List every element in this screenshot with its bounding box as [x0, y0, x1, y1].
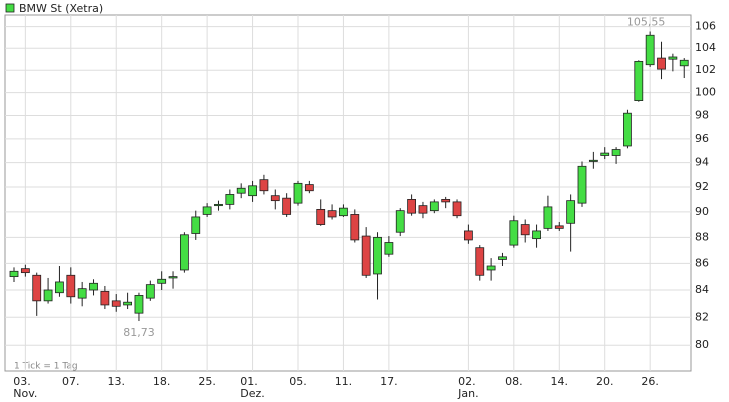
candle-body [225, 194, 235, 205]
legend-label: BMW St (Xetra) [19, 2, 103, 15]
candle-body [509, 220, 519, 246]
candle-body [123, 301, 132, 306]
candle-body [532, 230, 541, 240]
candle-body [463, 230, 473, 241]
candle-body [191, 216, 201, 234]
candle-body [179, 234, 189, 271]
candle-body [350, 214, 360, 241]
x-tick-label: 17. [380, 375, 398, 388]
candle-body [168, 276, 178, 279]
candle-body [543, 206, 553, 229]
candle-body [418, 205, 428, 214]
candle-body [214, 203, 223, 207]
x-tick-label: 05. [289, 375, 307, 388]
x-tick-label: 25. [198, 375, 216, 388]
candle-body [259, 179, 269, 192]
x-tick-label: 13. [107, 375, 125, 388]
x-tick-label: 08. [505, 375, 523, 388]
y-tick-label: 82 [695, 310, 709, 323]
footnote: 1 Tick = 1 Tag [14, 362, 78, 372]
candle-body [395, 210, 405, 233]
candle-body [384, 242, 394, 255]
candle-body [623, 112, 632, 147]
candle-body [429, 201, 439, 212]
candle-body [577, 165, 587, 204]
candle-body [407, 199, 417, 214]
legend-swatch [5, 3, 15, 13]
candle-body [293, 182, 303, 204]
x-tick-label: 02. Jan. [458, 375, 479, 400]
x-tick-label: 20. [595, 375, 614, 388]
candle-body [679, 59, 689, 67]
candle-body [157, 278, 167, 284]
candle-body [588, 159, 598, 162]
candle-body [282, 197, 292, 215]
y-tick-label: 98 [695, 109, 709, 122]
y-tick-label: 106 [695, 20, 716, 33]
candle-body [475, 247, 485, 276]
y-tick-label: 96 [695, 132, 709, 145]
candle-body [55, 281, 64, 294]
candle-body [236, 187, 246, 194]
candle-body [554, 225, 564, 229]
candle-body [9, 270, 19, 278]
candle-body [339, 207, 348, 217]
candle-body [316, 208, 326, 225]
candle-body [248, 185, 257, 197]
candle-body [600, 152, 610, 156]
plot-area [4, 14, 692, 372]
candle-body [486, 265, 496, 271]
y-tick-label: 94 [695, 156, 709, 169]
annotation-low: 81,73 [123, 326, 155, 339]
candle-body [657, 57, 666, 70]
y-tick-label: 90 [695, 205, 709, 218]
candle-body [361, 235, 371, 276]
x-tick-label: 18. [152, 375, 171, 388]
x-tick-label: 14. [550, 375, 569, 388]
candle-body [89, 282, 98, 291]
y-tick-label: 104 [695, 41, 716, 54]
candle-body [498, 256, 507, 260]
candle-body [452, 201, 462, 217]
y-tick-label: 100 [695, 86, 716, 99]
candle-body [611, 149, 621, 156]
candle-body [520, 224, 530, 236]
y-tick-label: 80 [695, 338, 709, 351]
y-tick-label: 88 [695, 230, 709, 243]
candle-body [634, 60, 644, 101]
candle-body [441, 199, 451, 203]
candle-body [270, 195, 280, 202]
candle-body [43, 289, 53, 302]
candle-body [100, 290, 110, 306]
candle-body [202, 206, 212, 215]
x-tick-label: 11. [334, 375, 353, 388]
candle-body [668, 56, 678, 60]
x-tick-label: 01. Dez. [240, 375, 265, 400]
candle-body [373, 236, 382, 275]
candle-body [566, 200, 576, 224]
y-tick-label: 86 [695, 256, 709, 269]
candle-body [145, 284, 155, 299]
y-tick-label: 102 [695, 63, 716, 76]
y-tick-label: 92 [695, 180, 709, 193]
candle-body [111, 300, 121, 307]
x-tick-label: 03. Nov. [13, 375, 38, 400]
candle-body [134, 295, 144, 314]
candle-body [66, 274, 76, 298]
x-tick-label: 07. [62, 375, 80, 388]
candle-body [327, 210, 337, 218]
candle-body [32, 274, 42, 302]
candle-body [77, 288, 87, 299]
annotation-high: 105,55 [627, 16, 666, 29]
candle-body [20, 268, 30, 274]
candle-body [304, 184, 314, 192]
candle-body [645, 34, 655, 66]
y-tick-label: 84 [695, 283, 709, 296]
x-tick-label: 26. [641, 375, 659, 388]
